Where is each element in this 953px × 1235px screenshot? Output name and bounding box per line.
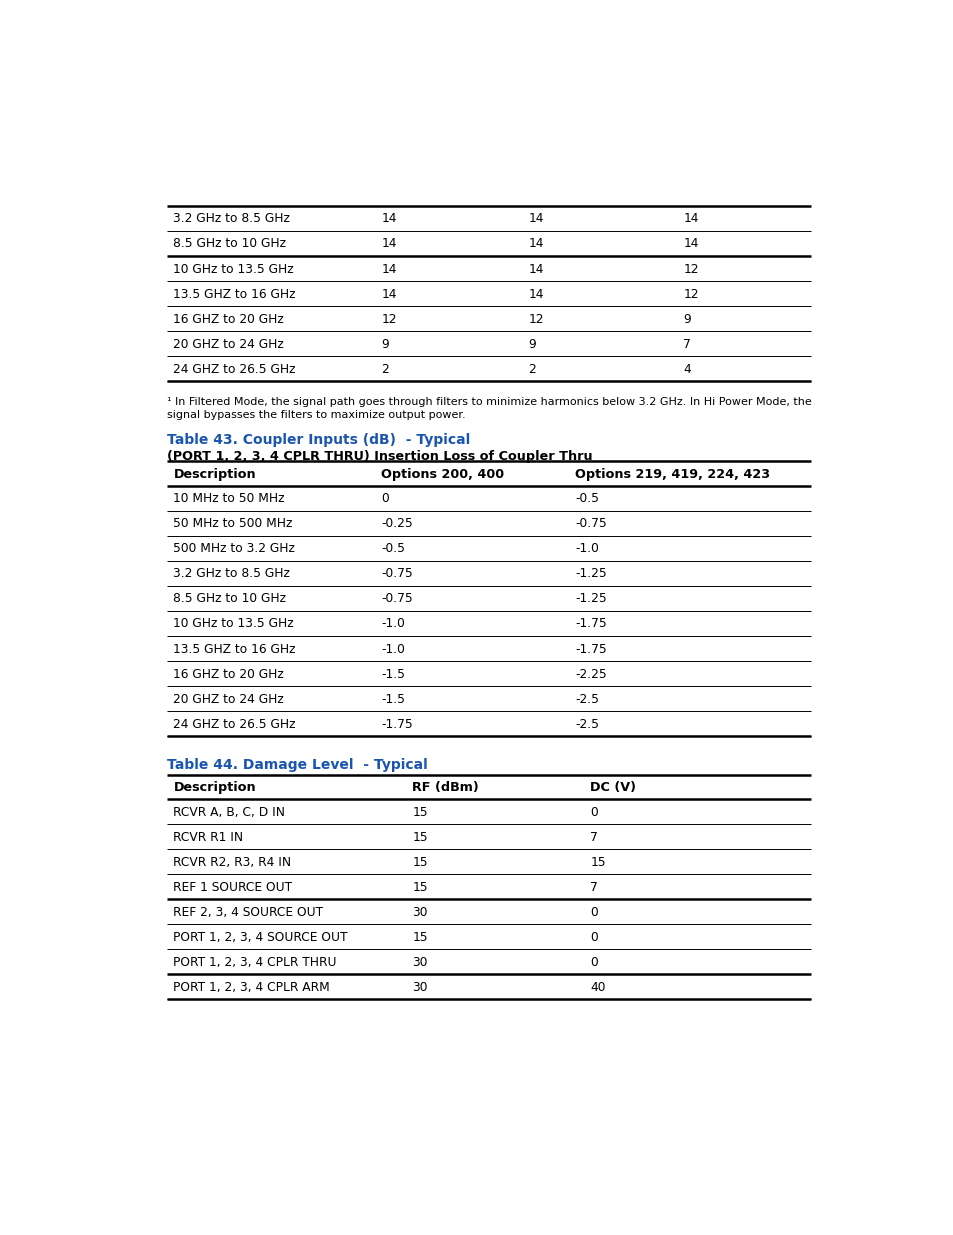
- Text: 9: 9: [381, 337, 389, 351]
- Text: 12: 12: [682, 263, 699, 275]
- Text: 20 GHZ to 24 GHz: 20 GHZ to 24 GHz: [173, 337, 284, 351]
- Text: 14: 14: [528, 288, 543, 300]
- Text: 14: 14: [381, 263, 396, 275]
- Text: 14: 14: [381, 212, 396, 226]
- Text: 10 GHz to 13.5 GHz: 10 GHz to 13.5 GHz: [173, 618, 294, 631]
- Text: 15: 15: [590, 856, 605, 868]
- Text: 3.2 GHz to 8.5 GHz: 3.2 GHz to 8.5 GHz: [173, 212, 290, 226]
- Text: -0.5: -0.5: [575, 493, 598, 505]
- Text: 12: 12: [528, 312, 543, 326]
- Text: 10 GHz to 13.5 GHz: 10 GHz to 13.5 GHz: [173, 263, 294, 275]
- Text: 14: 14: [682, 212, 699, 226]
- Text: 0: 0: [590, 956, 598, 969]
- Text: 3.2 GHz to 8.5 GHz: 3.2 GHz to 8.5 GHz: [173, 567, 290, 580]
- Text: -1.75: -1.75: [575, 642, 606, 656]
- Text: 30: 30: [412, 956, 427, 969]
- Text: 9: 9: [528, 337, 536, 351]
- Text: ¹ In Filtered Mode, the signal path goes through filters to minimize harmonics b: ¹ In Filtered Mode, the signal path goes…: [167, 396, 811, 406]
- Text: REF 2, 3, 4 SOURCE OUT: REF 2, 3, 4 SOURCE OUT: [173, 905, 323, 919]
- Text: 50 MHz to 500 MHz: 50 MHz to 500 MHz: [173, 517, 293, 530]
- Text: 2: 2: [528, 363, 536, 375]
- Text: 14: 14: [682, 237, 699, 251]
- Text: 7: 7: [590, 831, 598, 844]
- Text: -1.0: -1.0: [381, 618, 405, 631]
- Text: 16 GHZ to 20 GHz: 16 GHZ to 20 GHz: [173, 668, 284, 680]
- Text: -0.25: -0.25: [381, 517, 413, 530]
- Text: -0.75: -0.75: [575, 517, 606, 530]
- Text: 13.5 GHZ to 16 GHz: 13.5 GHZ to 16 GHz: [173, 642, 295, 656]
- Text: RCVR R1 IN: RCVR R1 IN: [173, 831, 243, 844]
- Text: 9: 9: [682, 312, 691, 326]
- Text: 14: 14: [528, 263, 543, 275]
- Text: RF (dBm): RF (dBm): [412, 781, 478, 794]
- Text: RCVR A, B, C, D IN: RCVR A, B, C, D IN: [173, 805, 285, 819]
- Text: Options 219, 419, 224, 423: Options 219, 419, 224, 423: [575, 468, 769, 480]
- Text: 7: 7: [590, 881, 598, 894]
- Text: Description: Description: [173, 468, 255, 480]
- Text: -0.75: -0.75: [381, 567, 413, 580]
- Text: (PORT 1, 2, 3, 4 CPLR THRU) Insertion Loss of Coupler Thru: (PORT 1, 2, 3, 4 CPLR THRU) Insertion Lo…: [167, 451, 593, 463]
- Text: Table 43. Coupler Inputs (dB)  - Typical: Table 43. Coupler Inputs (dB) - Typical: [167, 433, 470, 447]
- Text: 30: 30: [412, 981, 427, 994]
- Text: 4: 4: [682, 363, 691, 375]
- Text: -1.75: -1.75: [575, 618, 606, 631]
- Text: 15: 15: [412, 931, 427, 944]
- Text: -1.0: -1.0: [381, 642, 405, 656]
- Text: signal bypasses the filters to maximize output power.: signal bypasses the filters to maximize …: [167, 410, 465, 420]
- Text: -1.25: -1.25: [575, 567, 606, 580]
- Text: 14: 14: [381, 288, 396, 300]
- Text: 8.5 GHz to 10 GHz: 8.5 GHz to 10 GHz: [173, 593, 286, 605]
- Text: Description: Description: [173, 781, 255, 794]
- Text: 500 MHz to 3.2 GHz: 500 MHz to 3.2 GHz: [173, 542, 295, 556]
- Text: 7: 7: [682, 337, 691, 351]
- Text: 15: 15: [412, 856, 427, 868]
- Text: -1.75: -1.75: [381, 718, 413, 731]
- Text: -1.5: -1.5: [381, 668, 405, 680]
- Text: -1.5: -1.5: [381, 693, 405, 705]
- Text: 14: 14: [528, 237, 543, 251]
- Text: 0: 0: [590, 931, 598, 944]
- Text: 15: 15: [412, 805, 427, 819]
- Text: 12: 12: [381, 312, 396, 326]
- Text: 15: 15: [412, 831, 427, 844]
- Text: 0: 0: [590, 905, 598, 919]
- Text: PORT 1, 2, 3, 4 CPLR THRU: PORT 1, 2, 3, 4 CPLR THRU: [173, 956, 336, 969]
- Text: 40: 40: [590, 981, 605, 994]
- Text: 14: 14: [528, 212, 543, 226]
- Text: 16 GHZ to 20 GHz: 16 GHZ to 20 GHz: [173, 312, 284, 326]
- Text: REF 1 SOURCE OUT: REF 1 SOURCE OUT: [173, 881, 293, 894]
- Text: 0: 0: [590, 805, 598, 819]
- Text: 14: 14: [381, 237, 396, 251]
- Text: 15: 15: [412, 881, 427, 894]
- Text: 2: 2: [381, 363, 389, 375]
- Text: Options 200, 400: Options 200, 400: [381, 468, 504, 480]
- Text: PORT 1, 2, 3, 4 CPLR ARM: PORT 1, 2, 3, 4 CPLR ARM: [173, 981, 330, 994]
- Text: -0.5: -0.5: [381, 542, 405, 556]
- Text: -2.5: -2.5: [575, 693, 598, 705]
- Text: DC (V): DC (V): [590, 781, 636, 794]
- Text: 0: 0: [381, 493, 389, 505]
- Text: 12: 12: [682, 288, 699, 300]
- Text: 20 GHZ to 24 GHz: 20 GHZ to 24 GHz: [173, 693, 284, 705]
- Text: -1.0: -1.0: [575, 542, 598, 556]
- Text: Table 44. Damage Level  - Typical: Table 44. Damage Level - Typical: [167, 757, 428, 772]
- Text: 13.5 GHZ to 16 GHz: 13.5 GHZ to 16 GHz: [173, 288, 295, 300]
- Text: 30: 30: [412, 905, 427, 919]
- Text: 10 MHz to 50 MHz: 10 MHz to 50 MHz: [173, 493, 285, 505]
- Text: 24 GHZ to 26.5 GHz: 24 GHZ to 26.5 GHz: [173, 718, 295, 731]
- Text: PORT 1, 2, 3, 4 SOURCE OUT: PORT 1, 2, 3, 4 SOURCE OUT: [173, 931, 348, 944]
- Text: -2.25: -2.25: [575, 668, 606, 680]
- Text: -2.5: -2.5: [575, 718, 598, 731]
- Text: RCVR R2, R3, R4 IN: RCVR R2, R3, R4 IN: [173, 856, 292, 868]
- Text: 24 GHZ to 26.5 GHz: 24 GHZ to 26.5 GHz: [173, 363, 295, 375]
- Text: -1.25: -1.25: [575, 593, 606, 605]
- Text: -0.75: -0.75: [381, 593, 413, 605]
- Text: 8.5 GHz to 10 GHz: 8.5 GHz to 10 GHz: [173, 237, 286, 251]
